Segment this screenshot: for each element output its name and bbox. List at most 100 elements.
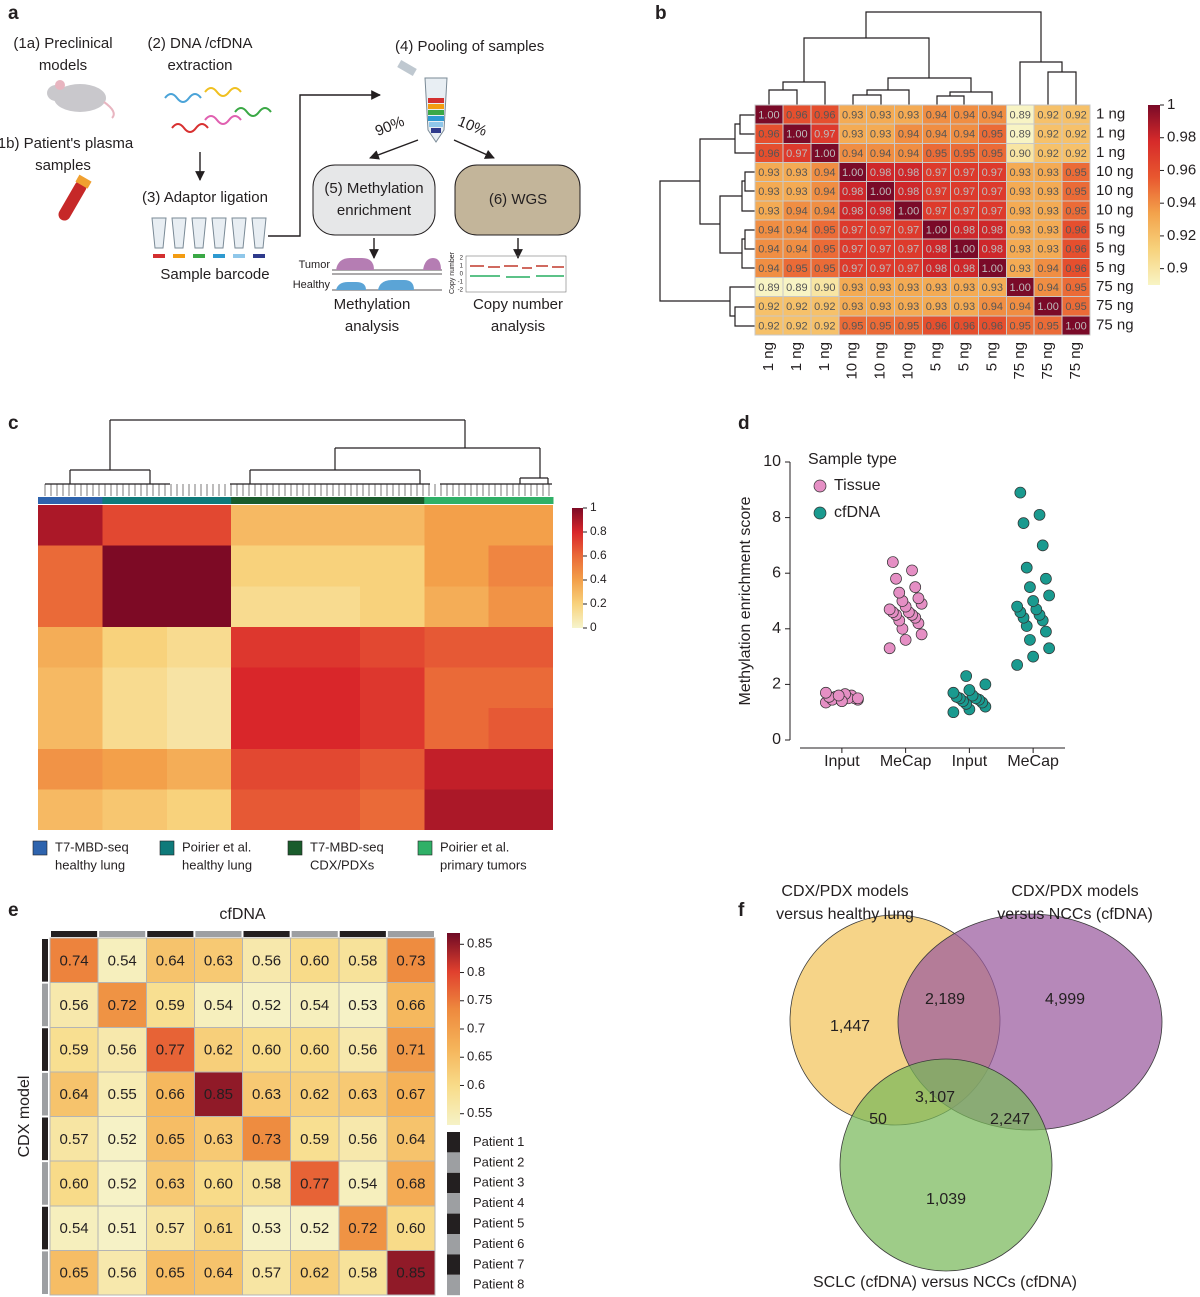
cell-label: 0.92 [1037,109,1058,121]
cell-label: 0.94 [1009,301,1030,313]
heatmap-cell [166,586,232,627]
methylation-tracks [332,258,442,291]
heatmap-cell [488,586,553,627]
step-label: enrichment [337,202,412,219]
cell-label: 1.00 [926,224,947,236]
legend-label: Patient 1 [473,1134,524,1149]
group-bar [424,497,490,504]
legend-swatch [32,840,48,856]
group-bar [166,497,232,504]
workflow-diagram: (1a) Preclinical models (1b) Patient's p… [0,35,581,335]
cell-label: 0.60 [396,1220,425,1237]
data-point [1036,539,1049,552]
column-dendrogram [768,11,1077,105]
heatmap-cell [102,586,167,627]
colorbar-tick-label: 0.8 [590,524,607,538]
row-label: 5 ng [1096,259,1125,276]
y-tick-label: 4 [772,620,781,637]
heatmap-cell [424,667,489,709]
heatmap-cell [193,982,243,1028]
heatmap-cell [1061,315,1091,336]
data-point [1024,581,1036,593]
cell-label: 0.97 [926,205,947,217]
cell-label: 0.95 [814,224,835,236]
y-tick-label: 10 [763,453,781,470]
cell-label: 0.94 [982,301,1003,313]
heatmap-cell [488,789,553,830]
cell-label: 0.96 [1065,244,1086,256]
heatmap-cell [359,789,425,830]
group-bar [102,497,168,504]
cell-label: 0.62 [204,1042,233,1059]
cell-label: 0.98 [870,205,891,217]
heatmap-cell [242,1205,292,1251]
legend-label: Patient 5 [473,1216,524,1231]
column-label: 10 ng [900,342,917,380]
heatmap-cell [359,667,425,709]
region-count: 50 [869,1111,887,1128]
x-tick-label: MeCap [1007,753,1059,770]
cell-label: 0.96 [758,129,779,141]
cn-tick: 0 [460,272,464,278]
legend-swatch [447,1132,460,1153]
cell-label: 0.95 [814,263,835,275]
heatmap-cell [488,748,553,790]
heatmap-cell [295,708,360,749]
panel-label: f [738,900,745,921]
heatmap-cell [424,789,489,830]
cell-label: 0.57 [252,1265,281,1282]
set-label: CDX/PDX models [781,883,908,900]
cell-label: 0.55 [108,1086,137,1103]
cell-label: 1.00 [814,148,835,160]
group-bar [231,497,296,504]
group-bar [359,497,425,504]
cell-label: 1.00 [842,167,863,179]
cell-label: 0.65 [156,1131,185,1148]
row-label: 75 ng [1096,278,1134,295]
heatmap-cell [295,748,360,790]
cell-label: 0.98 [842,186,863,198]
step-box [454,164,581,236]
colorbar [447,933,460,1125]
heatmap-cell [242,1071,292,1117]
cell-label: 0.89 [1009,129,1030,141]
step-label: Copy number [473,296,563,313]
step-label: analysis [491,318,545,335]
cell-label: 0.93 [954,301,975,313]
cell-label: 0.58 [348,1265,377,1282]
data-point [915,628,928,641]
cell-label: 0.65 [59,1265,88,1282]
panel-label: c [8,413,19,434]
cell-label: 0.93 [870,129,891,141]
cell-label: 1.00 [786,129,807,141]
cell-label: 0.93 [1037,205,1058,217]
colorbar-tick-label: 0.94 [1167,194,1196,211]
heatmap-cell [386,937,436,984]
cell-label: 0.92 [1065,148,1086,160]
group-bar [38,497,103,504]
cell-label: 0.97 [870,244,891,256]
legend-label: healthy lung [182,857,252,872]
heatmap-cell [38,708,103,749]
step-label: Methylation [334,296,411,313]
cell-label: 0.97 [842,244,863,256]
colorbar-tick-label: 0.75 [467,992,492,1007]
legend-swatch [447,1193,460,1214]
legend-swatch [447,1254,460,1275]
cell-label: 0.62 [300,1265,329,1282]
x-tick-label: MeCap [880,753,932,770]
heatmap-cell [193,937,243,984]
legend-swatch [287,840,303,856]
group-bar [295,497,361,504]
heatmap-cell [231,505,296,546]
row-label: 5 ng [1096,240,1125,257]
cell-label: 0.97 [982,167,1003,179]
heatmap-cell [38,545,103,587]
cell-label: 0.98 [954,263,975,275]
cell-label: 0.58 [252,1175,281,1192]
cell-label: 0.95 [870,320,891,332]
set-label: CDX/PDX models [1011,883,1138,900]
cell-label: 0.93 [758,167,779,179]
legend-swatch [159,840,175,856]
data-point [1043,589,1055,602]
